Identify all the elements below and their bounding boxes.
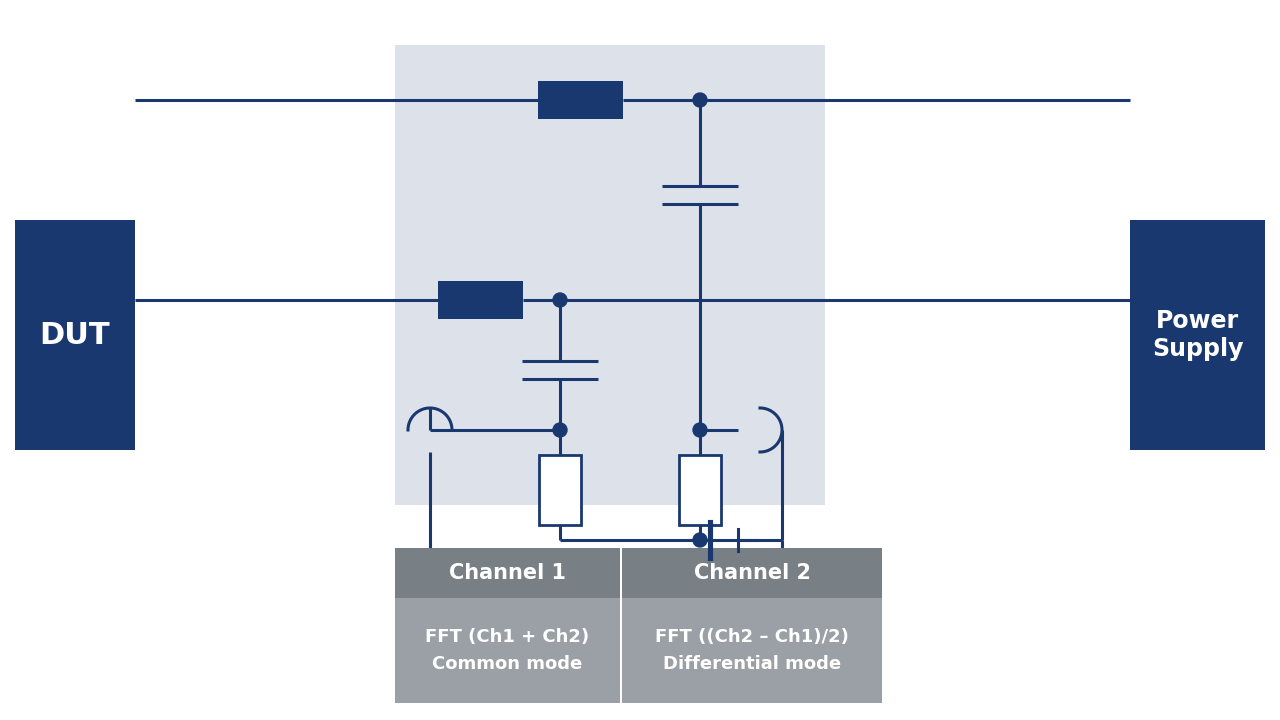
Circle shape — [692, 93, 707, 107]
Text: Channel 1: Channel 1 — [449, 563, 566, 583]
Bar — [1130, 220, 1265, 450]
Text: FFT ((Ch2 – Ch1)/2)
Differential mode: FFT ((Ch2 – Ch1)/2) Differential mode — [655, 629, 849, 672]
Circle shape — [553, 293, 567, 307]
Bar — [539, 455, 581, 525]
Bar — [622, 548, 882, 598]
Bar — [396, 45, 826, 505]
Bar — [622, 598, 882, 703]
Text: DUT: DUT — [40, 320, 110, 349]
Text: Power
Supply: Power Supply — [1152, 309, 1243, 361]
Bar — [396, 548, 620, 598]
Circle shape — [553, 423, 567, 437]
Circle shape — [692, 533, 707, 547]
Bar — [396, 598, 620, 703]
Bar — [678, 455, 721, 525]
Circle shape — [692, 423, 707, 437]
Bar — [438, 281, 522, 319]
Text: Channel 2: Channel 2 — [694, 563, 810, 583]
Text: FFT (Ch1 + Ch2)
Common mode: FFT (Ch1 + Ch2) Common mode — [425, 629, 590, 672]
Bar — [15, 220, 134, 450]
Bar — [538, 81, 622, 119]
